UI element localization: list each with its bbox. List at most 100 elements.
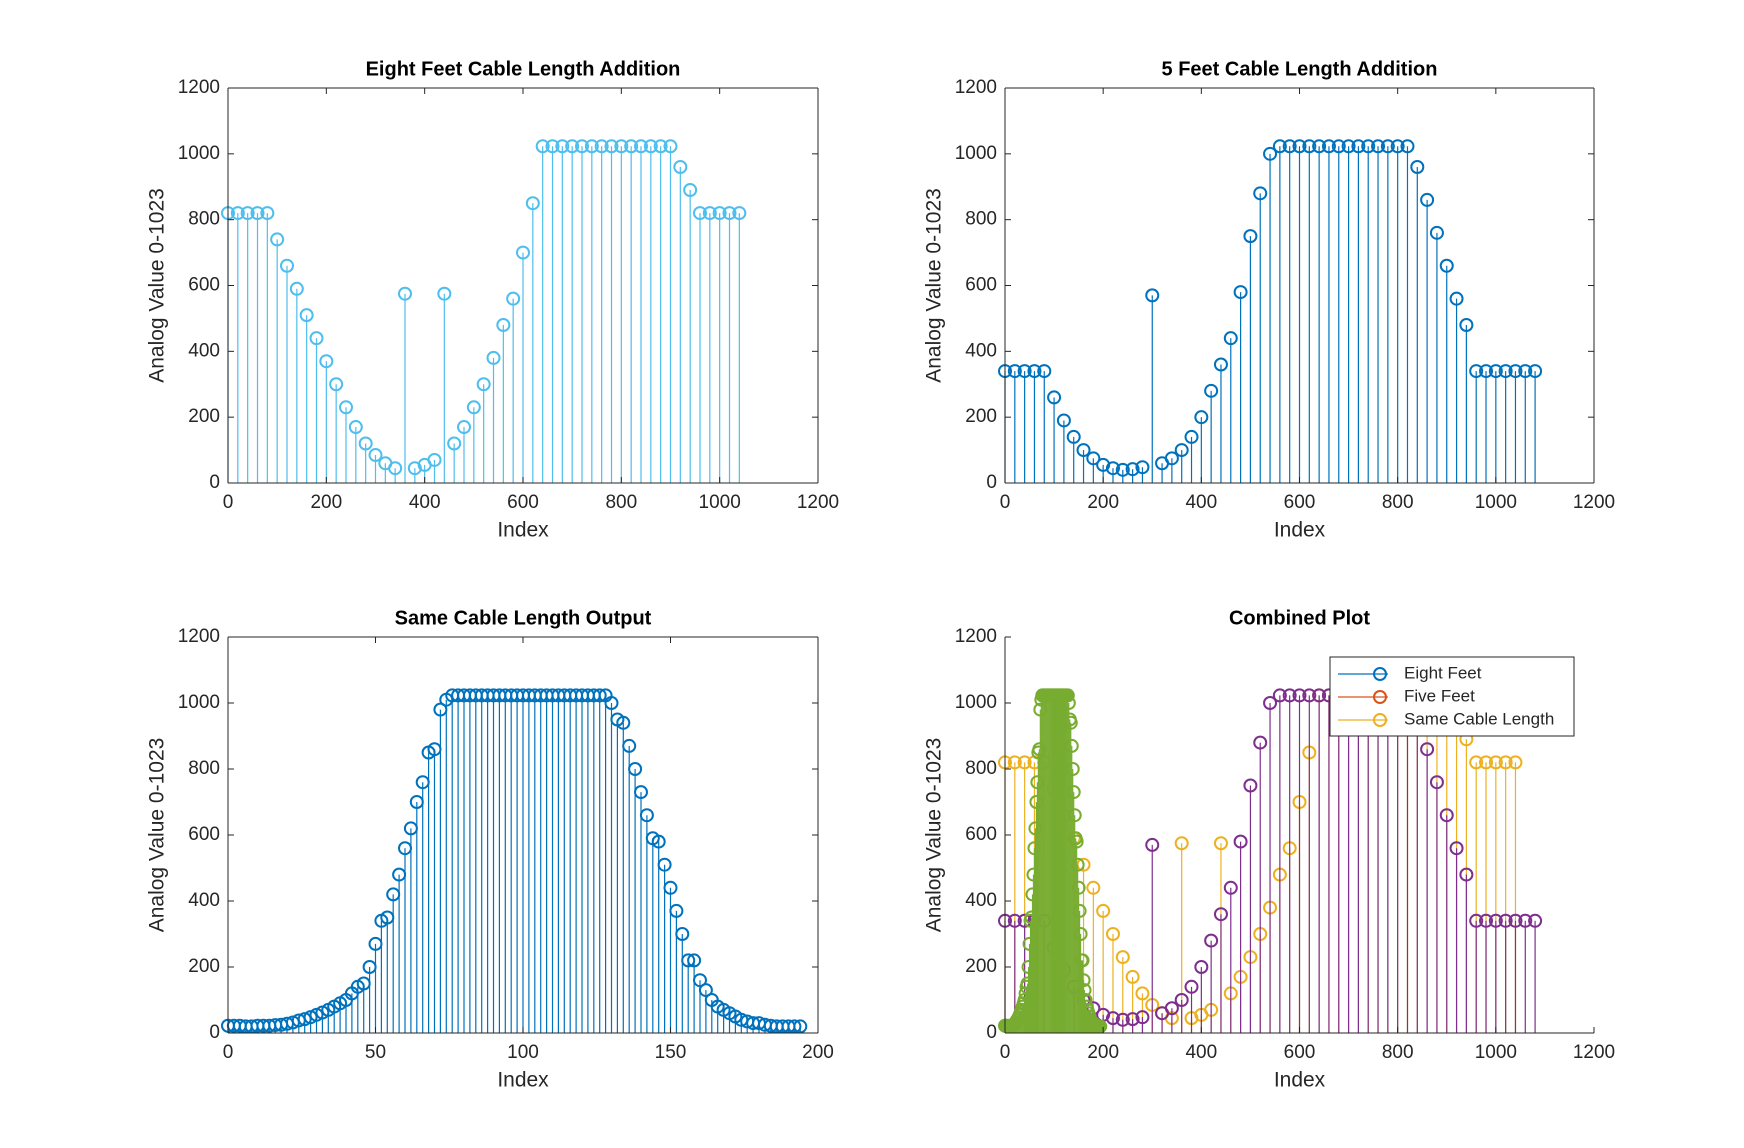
subplot: 0 200 400 600 800 1000 1200 0 200 400 600 800 1000 12… bbox=[146, 58, 840, 541]
stem-marker bbox=[1073, 927, 1088, 941]
stem-marker bbox=[240, 206, 255, 221]
stem-marker bbox=[1469, 755, 1484, 770]
stem-marker bbox=[1184, 979, 1199, 994]
y-tick-label: 0 bbox=[986, 1022, 997, 1043]
y-tick-label: 400 bbox=[965, 890, 997, 911]
x-tick-label: 1000 bbox=[1475, 1042, 1517, 1063]
stem-marker bbox=[250, 206, 265, 221]
x-tick-label: 600 bbox=[1284, 1042, 1316, 1063]
stem-marker bbox=[1164, 1001, 1179, 1016]
stem bbox=[1194, 410, 1209, 483]
stem-marker bbox=[1508, 913, 1523, 928]
stem-marker bbox=[614, 139, 629, 154]
y-tick-label: 600 bbox=[965, 275, 997, 296]
stem bbox=[584, 139, 599, 483]
y-tick-label: 600 bbox=[188, 275, 220, 296]
stem bbox=[1204, 933, 1219, 1033]
stem bbox=[506, 291, 521, 483]
x-tick-label: 800 bbox=[605, 492, 637, 513]
stem-marker bbox=[1007, 364, 1022, 379]
stem-marker bbox=[702, 206, 717, 221]
stem-marker bbox=[1223, 880, 1238, 895]
legend: Eight Feet Five Feet Same Cable Length bbox=[1329, 656, 1575, 737]
stem-marker bbox=[663, 139, 678, 154]
y-tick-label: 600 bbox=[965, 824, 997, 845]
x-tick-label: 400 bbox=[409, 492, 441, 513]
y-axis-label: Analog Value 0-1023 bbox=[146, 188, 169, 383]
stem bbox=[1528, 913, 1543, 1033]
stem-marker bbox=[669, 903, 684, 918]
stem-marker bbox=[604, 139, 619, 154]
stem-marker bbox=[1145, 837, 1160, 852]
stem bbox=[628, 762, 643, 1033]
stem bbox=[309, 331, 324, 483]
stem bbox=[1449, 841, 1464, 1033]
stem bbox=[1072, 903, 1087, 1033]
stem bbox=[1125, 462, 1140, 483]
stem-marker bbox=[230, 206, 245, 221]
y-tick-label: 1200 bbox=[178, 77, 220, 98]
legend-label: Five Feet bbox=[1404, 686, 1475, 705]
x-tick-label: 1000 bbox=[1475, 492, 1517, 513]
stem-marker bbox=[1272, 688, 1287, 703]
stem-marker bbox=[643, 139, 658, 154]
stem-marker bbox=[651, 834, 666, 849]
y-axis-label: Analog Value 0-1023 bbox=[923, 188, 946, 383]
stem-marker bbox=[1439, 258, 1454, 273]
stem bbox=[289, 281, 304, 483]
stem-marker bbox=[1479, 755, 1494, 770]
stem-marker bbox=[525, 196, 540, 211]
stem-marker bbox=[1077, 983, 1092, 998]
stem-marker bbox=[555, 139, 570, 154]
y-tick-label: 1200 bbox=[955, 626, 997, 647]
stem-marker bbox=[622, 738, 637, 753]
x-tick-label: 400 bbox=[1185, 492, 1217, 513]
stem bbox=[1037, 364, 1052, 483]
y-tick-label: 400 bbox=[188, 890, 220, 911]
stem-marker bbox=[693, 206, 707, 221]
stem bbox=[604, 139, 619, 483]
stem bbox=[565, 139, 580, 483]
x-tick-label: 1000 bbox=[699, 492, 741, 513]
stem bbox=[250, 206, 265, 483]
stem-marker bbox=[565, 139, 580, 154]
stem bbox=[653, 139, 668, 483]
stem bbox=[1093, 1019, 1108, 1034]
stem-marker bbox=[289, 281, 304, 296]
x-tick-label: 200 bbox=[802, 1042, 834, 1063]
data bbox=[998, 688, 1543, 1034]
stem-marker bbox=[1302, 139, 1317, 154]
stem-marker bbox=[1125, 462, 1140, 477]
stem bbox=[1213, 907, 1228, 1033]
stem bbox=[594, 139, 609, 483]
stem-marker bbox=[1213, 907, 1228, 922]
x-tick-label: 200 bbox=[310, 492, 342, 513]
stem bbox=[1479, 913, 1494, 1033]
stem-marker bbox=[1066, 785, 1081, 800]
stem bbox=[1253, 186, 1268, 483]
stem-marker bbox=[1469, 913, 1484, 928]
stem bbox=[1400, 139, 1415, 483]
stem-marker bbox=[575, 139, 589, 154]
x-axis-label: Index bbox=[497, 1069, 549, 1092]
stem-marker bbox=[1508, 364, 1523, 379]
stem bbox=[319, 354, 334, 483]
x-tick-label: 200 bbox=[1087, 492, 1119, 513]
stem-marker bbox=[1047, 390, 1062, 405]
stem-marker bbox=[1135, 1010, 1150, 1025]
stem-marker bbox=[693, 973, 707, 988]
stem bbox=[1017, 364, 1032, 483]
y-tick-label: 200 bbox=[188, 956, 220, 977]
stem-marker bbox=[1105, 927, 1120, 941]
stem-marker bbox=[634, 785, 648, 800]
stem-marker bbox=[1380, 139, 1395, 154]
y-tick-label: 800 bbox=[188, 209, 220, 230]
stem-marker bbox=[1528, 364, 1543, 379]
x-tick-label: 600 bbox=[507, 492, 539, 513]
stem-marker bbox=[486, 350, 501, 365]
stem bbox=[732, 206, 747, 483]
y-axis-label: Analog Value 0-1023 bbox=[923, 738, 946, 933]
stem bbox=[525, 196, 540, 483]
stem-marker bbox=[1007, 755, 1022, 770]
stem bbox=[1263, 146, 1278, 483]
